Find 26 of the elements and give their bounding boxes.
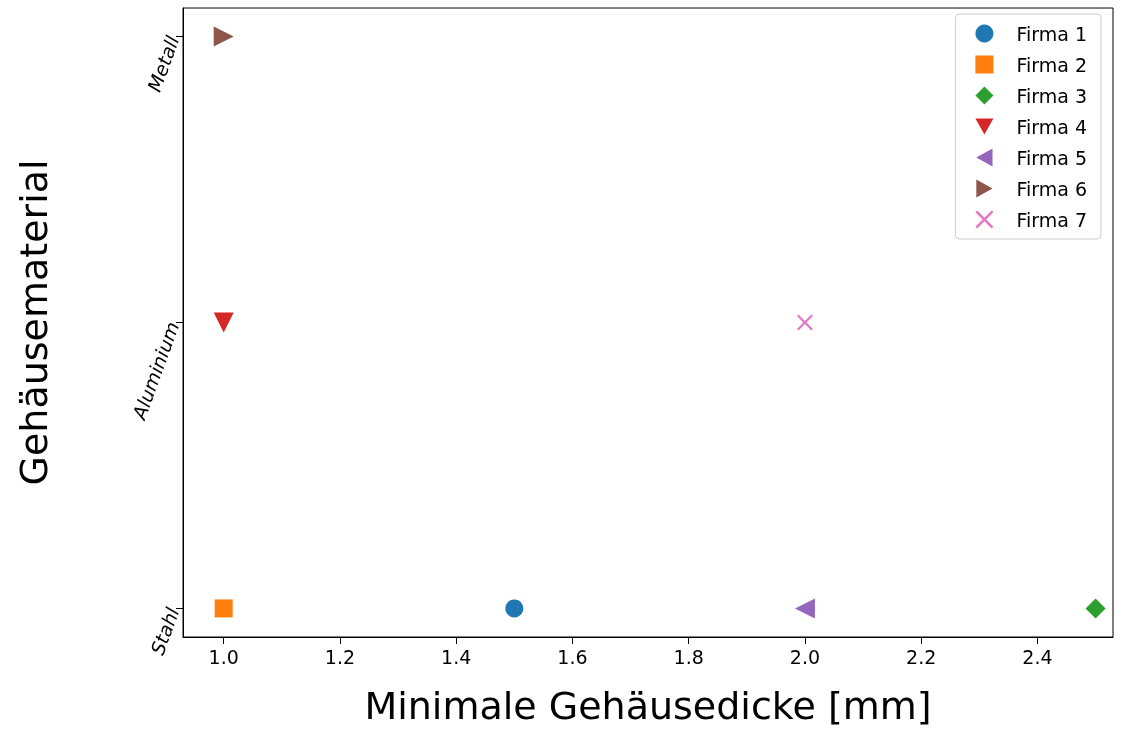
x-tick-label: 2.2 — [906, 645, 937, 668]
legend-label: Firma 2 — [1016, 53, 1088, 76]
point — [213, 26, 234, 47]
x-tick-label: 1.2 — [324, 645, 356, 668]
legend-label: Firma 7 — [1016, 208, 1088, 231]
point — [1085, 598, 1106, 619]
point — [796, 314, 813, 331]
point — [213, 312, 234, 333]
x-axis-title: Minimale Gehäusedicke [mm] — [364, 684, 932, 728]
x-tick-label: 1.0 — [208, 645, 239, 668]
x-tick-label: 1.8 — [673, 645, 704, 668]
legend-label: Firma 5 — [1016, 146, 1088, 169]
y-tick-label: Metall — [142, 32, 184, 95]
legend-label: Firma 1 — [1016, 22, 1088, 45]
x-tick-label: 2.4 — [1022, 645, 1053, 668]
x-tick-label: 1.4 — [441, 645, 472, 668]
x-tick-label: 2.0 — [789, 645, 821, 668]
y-axis-title: Gehäusematerial — [12, 159, 56, 486]
x-tick-label: 1.6 — [557, 645, 588, 668]
legend-label: Firma 3 — [1016, 84, 1088, 107]
point — [794, 598, 815, 619]
legend-label: Firma 6 — [1016, 177, 1088, 200]
point — [214, 599, 233, 618]
y-tick-label: Stahl — [146, 603, 184, 658]
legend-label: Firma 4 — [1016, 115, 1088, 138]
point — [505, 599, 524, 618]
